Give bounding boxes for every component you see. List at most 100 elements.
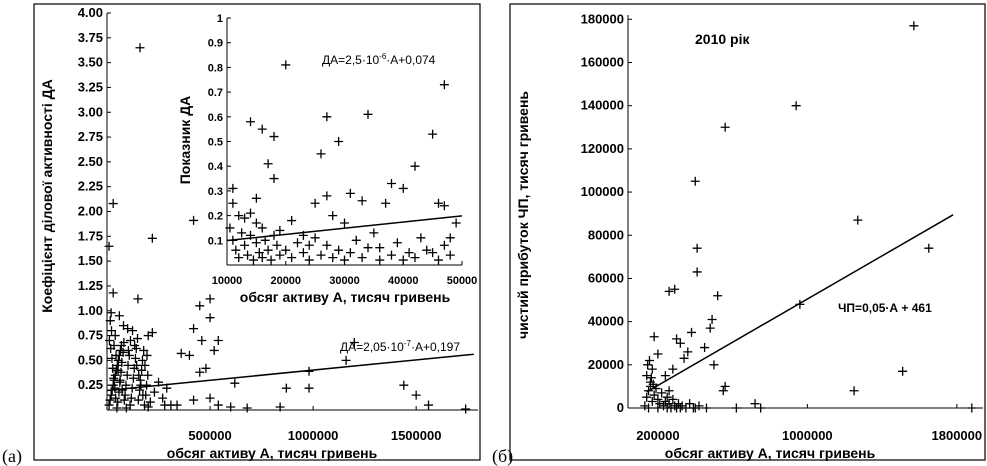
data-point <box>125 336 135 346</box>
y-tick-label: 20000 <box>588 357 624 372</box>
panel-a-y-label: Коефіцієнт ділової активності ДА <box>39 79 55 312</box>
panel-a-letter: (a) <box>2 446 22 466</box>
data-point <box>322 112 332 122</box>
inset-points <box>225 60 461 265</box>
data-point <box>685 399 695 409</box>
data-point <box>113 365 123 375</box>
data-point <box>118 347 128 357</box>
data-point <box>104 400 114 410</box>
x-tick-label: 1000000 <box>782 428 833 443</box>
data-point <box>349 338 359 348</box>
data-point <box>322 240 332 250</box>
data-point <box>234 211 244 221</box>
data-point <box>104 241 114 251</box>
data-point <box>445 233 455 243</box>
data-point <box>363 109 373 119</box>
y-tick-label: 3.00 <box>78 104 103 119</box>
data-point <box>316 250 326 260</box>
data-point <box>664 386 674 396</box>
data-point <box>375 255 385 265</box>
data-point <box>109 373 119 383</box>
data-point <box>189 395 199 405</box>
data-point <box>461 404 471 414</box>
data-point <box>106 390 116 400</box>
data-point <box>660 397 670 407</box>
data-point <box>375 243 385 253</box>
data-point <box>112 360 122 370</box>
inset-y-label: Показник ДА <box>177 96 193 185</box>
panel-a: 0.25 0.50 0.75 1.00 1.25 1.50 1.75 2.00 2.25 2.50… <box>33 3 481 461</box>
data-point <box>705 323 715 333</box>
data-point <box>410 161 420 171</box>
data-point <box>398 255 408 265</box>
data-point <box>176 348 186 358</box>
data-point <box>853 215 863 225</box>
data-point <box>123 345 133 355</box>
inset-x-ticks: 10000 20000 30000 40000 50000 <box>212 261 477 287</box>
data-point <box>434 255 443 265</box>
data-point <box>649 332 659 342</box>
data-point <box>246 208 255 218</box>
data-point <box>231 245 241 255</box>
panel-a-inset: 0.1 0.2 0.3 0.4 0.5 0.6 0.7 0.8 0.9 1 10000 20000 3… <box>177 13 477 305</box>
data-point <box>345 188 355 198</box>
data-point <box>692 267 702 277</box>
data-point <box>189 324 199 334</box>
data-point <box>137 365 147 375</box>
data-point <box>387 250 396 260</box>
data-point <box>189 215 199 225</box>
data-point <box>642 371 652 381</box>
x-tick-label: 1000000 <box>288 428 339 443</box>
data-point <box>110 383 120 393</box>
data-point <box>281 60 291 70</box>
data-point <box>646 373 656 383</box>
data-point <box>756 403 766 413</box>
data-point <box>109 340 119 350</box>
data-point <box>341 355 351 365</box>
data-point <box>677 401 687 411</box>
panel-a-y-ticks: 0.25 0.50 0.75 1.00 1.25 1.50 1.75 2.00 2.25 2.50… <box>78 5 111 392</box>
data-point <box>334 137 344 146</box>
data-point <box>644 355 654 365</box>
y-tick-label: 0.9 <box>208 38 223 50</box>
panel-a-equation-part1: ДА=2,05·10 <box>340 340 404 354</box>
data-point <box>275 402 285 412</box>
panel-b-frame <box>509 3 986 461</box>
y-tick-label: 2.50 <box>78 154 103 169</box>
data-point <box>334 245 344 255</box>
data-point <box>416 233 426 243</box>
inset-equation: ДА=2,5·10-6·А+0,074 <box>322 52 436 67</box>
data-point <box>424 400 434 410</box>
data-point <box>257 223 267 233</box>
panel-a-x-label: обсяг активу А, тисяч гривень <box>167 445 378 461</box>
data-point <box>240 213 250 223</box>
panel-a-equation-sup: -7 <box>404 339 412 348</box>
data-point <box>117 385 127 395</box>
panel-b-title: 2010 рік <box>695 31 750 47</box>
data-point <box>205 294 215 304</box>
data-point <box>228 198 238 208</box>
data-point <box>257 253 267 263</box>
data-point <box>108 363 118 373</box>
data-point <box>105 316 115 326</box>
data-point <box>248 255 258 265</box>
data-point <box>111 350 121 360</box>
data-point <box>644 403 654 413</box>
data-point <box>849 386 859 396</box>
data-point <box>660 371 670 381</box>
data-point <box>115 375 125 385</box>
data-point <box>197 336 207 346</box>
data-point <box>398 183 408 193</box>
data-point <box>287 253 297 263</box>
data-point <box>701 403 711 413</box>
data-point <box>666 403 676 413</box>
data-point <box>387 178 396 188</box>
data-point <box>709 360 719 370</box>
data-point <box>112 403 122 413</box>
panel-b-equation: ЧП=0,05·А + 461 <box>838 301 932 315</box>
data-point <box>114 311 124 321</box>
data-point <box>251 218 261 228</box>
panel-b-points <box>640 21 977 413</box>
y-tick-label: 2.00 <box>78 204 103 219</box>
data-point <box>275 225 285 235</box>
